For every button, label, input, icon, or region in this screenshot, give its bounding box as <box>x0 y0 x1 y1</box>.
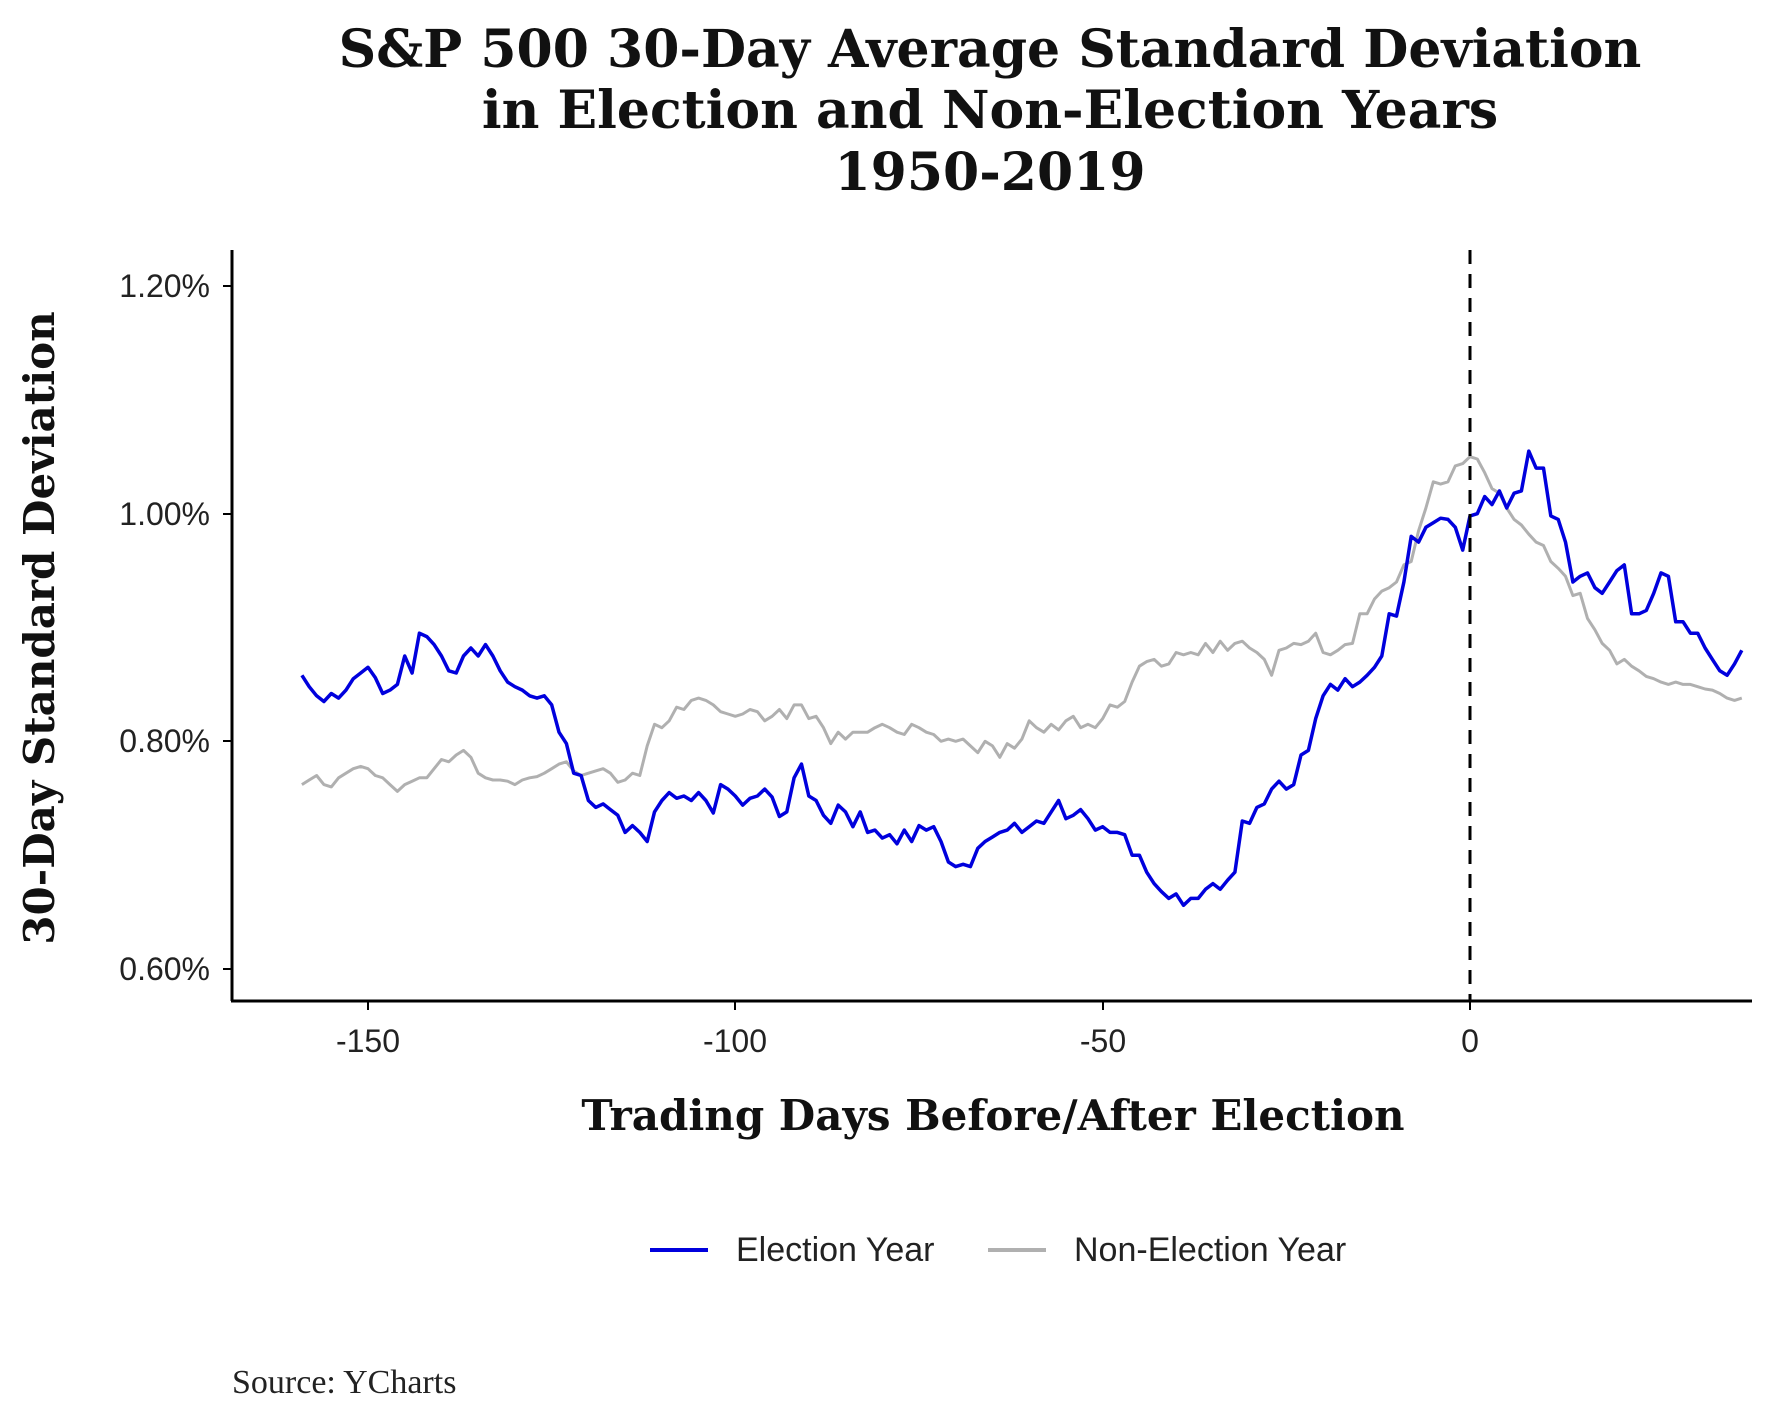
x-tick-label: -150 <box>336 1023 400 1059</box>
x-axis-title: Trading Days Before/After Election <box>581 1091 1404 1140</box>
x-axis-ticks: -150 -100 -50 0 <box>336 1001 1479 1059</box>
legend-label-non-election-year: Non-Election Year <box>1074 1231 1346 1269</box>
title-line-1: S&P 500 30-Day Average Standard Deviatio… <box>339 19 1642 80</box>
chart-title: S&P 500 30-Day Average Standard Deviatio… <box>339 19 1642 203</box>
legend-label-election-year: Election Year <box>736 1231 935 1269</box>
y-tick-label: 0.80% <box>119 723 210 759</box>
x-tick-label: -50 <box>1080 1023 1126 1059</box>
x-tick-label: -100 <box>703 1023 767 1059</box>
y-axis-title: 30-Day Standard Deviation <box>15 311 64 944</box>
title-line-2: in Election and Non-Election Years <box>482 80 1498 141</box>
y-axis-ticks: 1.20% 1.00% 0.80% 0.60% <box>119 268 232 987</box>
series-layer <box>300 449 1744 908</box>
source-note: Source: YCharts <box>232 1364 456 1401</box>
series-line-election-year <box>300 449 1744 908</box>
series-line-non-election-year <box>301 455 1743 793</box>
legend: Election Year Non-Election Year <box>650 1231 1346 1269</box>
y-tick-label: 1.20% <box>119 268 210 304</box>
x-tick-label: 0 <box>1461 1023 1479 1059</box>
title-line-3: 1950-2019 <box>834 142 1145 203</box>
y-tick-label: 0.60% <box>119 951 210 987</box>
y-tick-label: 1.00% <box>119 496 210 532</box>
